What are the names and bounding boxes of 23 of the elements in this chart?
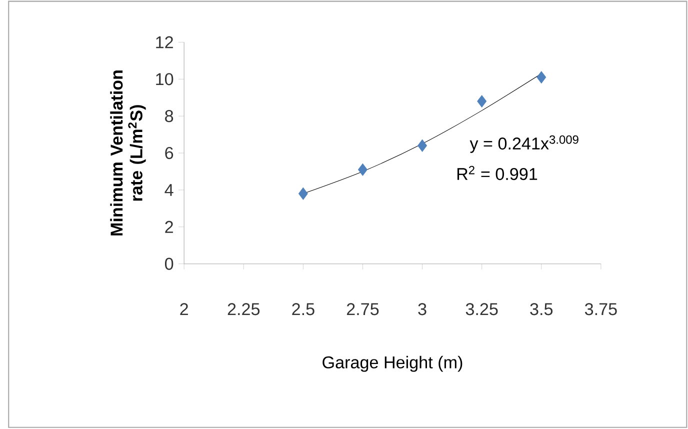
point — [536, 71, 546, 84]
point — [298, 188, 308, 200]
x-tick-label: 2.5 — [292, 303, 314, 316]
y-tick-label: 4 — [164, 184, 174, 196]
x-axis-title: Garage Height (m) — [322, 356, 462, 372]
y-tick-label: 2 — [165, 221, 173, 233]
y-tick-label: 8 — [165, 110, 174, 122]
y-tick-label: 6 — [165, 147, 174, 160]
y-tick-label: 0 — [164, 258, 174, 270]
y-tick-label: 12 — [156, 36, 173, 48]
x-tick-label: 3 — [418, 303, 426, 316]
x-tick-label: 2 — [180, 303, 188, 316]
annotation: R$^{2}$ = 0.991 — [457, 166, 538, 180]
y-tick-label: 10 — [156, 73, 174, 86]
x-tick-label: 3.5 — [530, 303, 553, 316]
x-tick-label: 2.75 — [346, 303, 379, 316]
annotation: y = 0.241x$^{3.009}$ — [470, 135, 578, 154]
point — [477, 95, 487, 108]
x-tick-label: 2.25 — [228, 303, 260, 316]
point — [418, 140, 427, 152]
x-tick-label: 3.25 — [466, 303, 498, 316]
x-tick-label: 3.75 — [584, 303, 617, 316]
point — [358, 164, 368, 176]
